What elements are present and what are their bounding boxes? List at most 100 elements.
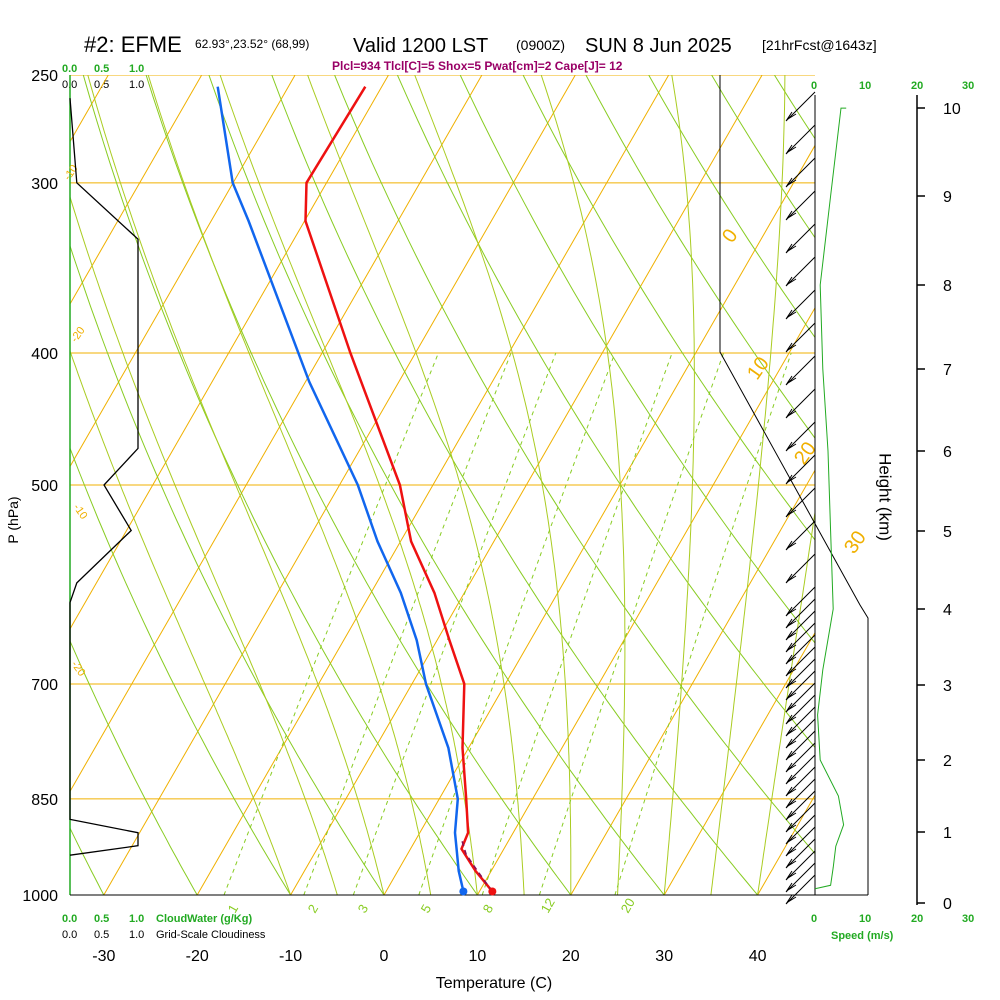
chart-title: #2: EFME 62.93°,23.52° (68,99) Valid 120… — [84, 32, 877, 57]
mixing-ratio-label: 20 — [618, 895, 638, 915]
speed-tick: 0 — [811, 913, 817, 925]
dry-adiabat-line — [396, 75, 815, 749]
title-station: #2: EFME — [84, 32, 182, 57]
height-tick-label: 0 — [943, 896, 952, 913]
isotherm-line — [944, 75, 1000, 895]
plot-clip-group — [0, 75, 1000, 895]
isotherm-line — [70, 75, 296, 468]
moist-adiabat-line — [414, 75, 572, 895]
temperature-surface-point — [488, 887, 497, 896]
cloudiness-tick: 0.0 — [62, 929, 77, 941]
wind-barb — [785, 814, 816, 845]
mixing-ratio-line — [223, 352, 439, 895]
wind-barb — [785, 754, 816, 785]
temperature-tick-label: -30 — [92, 948, 115, 965]
wind-barb — [785, 91, 816, 122]
wind-speed-profile — [814, 107, 847, 890]
wind-barb — [785, 223, 816, 254]
cloudiness-tick: 0.5 — [94, 79, 109, 91]
speed-tick: 10 — [859, 80, 871, 92]
wind-barb — [785, 157, 816, 188]
cloudiness-scale-top: 0.0 0.5 1.0 — [62, 79, 144, 91]
dry-adiabat-line — [459, 75, 815, 644]
isotherm-line — [476, 306, 815, 895]
height-tick-label: 6 — [943, 444, 952, 461]
mixing-ratio-label: 3 — [355, 902, 372, 916]
isotherm-line — [70, 75, 203, 306]
moist-adiabat-line — [710, 75, 786, 895]
dry-adiabat-line — [70, 639, 198, 895]
series-layer — [69, 86, 847, 905]
wind-barb — [785, 388, 816, 419]
title-coords: 62.93°,23.52° (68,99) — [195, 37, 309, 51]
speed-tick: 0 — [811, 80, 817, 92]
mixing-ratio-line — [352, 352, 557, 895]
wind-barb — [785, 838, 816, 869]
temperature-tick-label: -10 — [279, 948, 302, 965]
isotherm-line — [103, 75, 576, 895]
dry-adiabat-line — [334, 75, 815, 855]
wind-barb — [785, 421, 816, 452]
isotherm-line — [851, 75, 1000, 895]
pressure-tick-label: 850 — [31, 792, 58, 809]
isotherm-label: -10 — [71, 502, 90, 522]
cloudwater-label: CloudWater (g/Kg) — [156, 913, 252, 925]
wind-barb — [785, 850, 816, 881]
wind-barb — [785, 520, 816, 551]
pressure-tick-label: 700 — [31, 677, 58, 694]
dry-adiabat-line — [82, 75, 478, 895]
wind-barb — [785, 289, 816, 320]
isotherm-line — [663, 631, 815, 895]
dry-adiabat-line — [70, 244, 385, 895]
height-tick-label: 4 — [943, 602, 952, 619]
temperature-tick-label: 30 — [655, 948, 673, 965]
dewpoint-surface-point — [459, 887, 468, 896]
isotherm-label: -20 — [69, 659, 88, 679]
isotherm-line — [290, 75, 763, 895]
dry-adiabat-line — [963, 75, 1000, 895]
isotherm-label: -20 — [69, 325, 88, 345]
dry-adiabat-line — [0, 75, 10, 895]
height-tick-label: 3 — [943, 678, 952, 695]
pressure-tick-label: 250 — [31, 68, 58, 85]
moist-adiabat-line — [307, 75, 525, 895]
temperature-tick-label: 0 — [380, 948, 389, 965]
wind-barb — [785, 862, 816, 893]
cloudwater-tick: 0.5 — [94, 63, 109, 75]
mixing-ratio-line — [481, 352, 673, 895]
cloudwater-tick: 0.0 — [62, 63, 77, 75]
wind-barb — [785, 706, 816, 737]
title-valid: Valid 1200 LST — [353, 35, 488, 57]
wind-barb — [785, 322, 816, 353]
cloudwater-tick: 1.0 — [129, 913, 144, 925]
temperature-tick-label: -20 — [186, 948, 209, 965]
wind-barb — [785, 190, 816, 221]
cloudiness-profile — [69, 98, 139, 856]
speed-tick: 30 — [962, 80, 974, 92]
wind-barb — [785, 256, 816, 287]
cloudwater-tick: 0.0 — [62, 913, 77, 925]
isotherm-label: 10 — [743, 353, 774, 384]
isotherm-line — [70, 75, 389, 630]
moist-adiabat-line — [70, 195, 338, 895]
mixing-ratio-label: 12 — [538, 895, 558, 915]
mixing-ratio-line — [303, 352, 512, 895]
dry-adiabat-line — [648, 75, 815, 339]
dry-adiabat-line — [585, 75, 815, 439]
moist-adiabat-line — [540, 75, 626, 895]
cloudwater-tick: 1.0 — [129, 63, 144, 75]
wind-barb — [785, 694, 816, 725]
speed-tick: 20 — [911, 913, 923, 925]
isotherm-label: 30 — [840, 527, 871, 558]
wind-barb — [785, 766, 816, 797]
dry-adiabat-line — [271, 75, 758, 895]
mixing-ratio-line — [418, 352, 616, 895]
height-tick-label: 1 — [943, 825, 952, 842]
dry-adiabat-line — [145, 75, 572, 895]
title-forecast: [21hrFcst@1643z] — [762, 37, 877, 53]
temperature-tick-label: 20 — [562, 948, 580, 965]
cloudiness-label: Grid-Scale Cloudiness — [156, 929, 266, 941]
moist-adiabat-line — [147, 75, 432, 895]
